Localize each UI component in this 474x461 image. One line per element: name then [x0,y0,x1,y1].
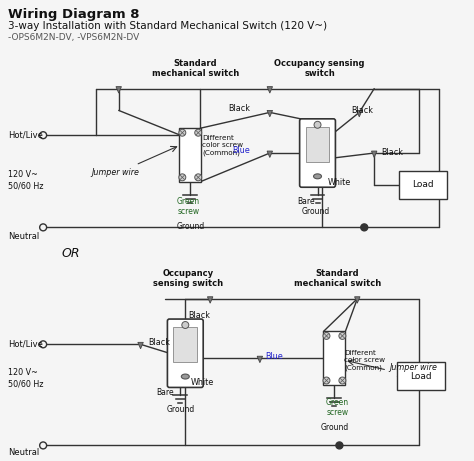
Bar [323,331,346,385]
Polygon shape [355,297,360,303]
Circle shape [336,442,343,449]
Text: Blue: Blue [232,146,250,154]
Text: Standard
mechanical switch: Standard mechanical switch [152,59,239,78]
Circle shape [195,174,202,181]
Bar [179,128,201,182]
Text: White: White [190,378,213,387]
Text: Black: Black [148,338,171,347]
Text: Black: Black [351,106,374,115]
Text: OR: OR [61,247,80,260]
Text: Occupancy
sensing switch: Occupancy sensing switch [153,269,223,289]
Circle shape [40,341,46,348]
Polygon shape [267,111,273,117]
Circle shape [339,332,346,339]
Polygon shape [356,111,362,117]
Polygon shape [138,343,143,349]
Circle shape [179,129,186,136]
Text: 120 V~
50/60 Hz: 120 V~ 50/60 Hz [9,368,44,389]
Circle shape [40,224,46,231]
Text: Blue: Blue [265,352,283,361]
Text: Ground: Ground [176,222,204,231]
Bar [306,127,329,162]
Polygon shape [116,87,121,93]
Circle shape [323,377,330,384]
Text: Load: Load [412,180,434,189]
Bar [173,327,197,362]
Text: Black: Black [228,104,250,113]
Text: Bare: Bare [156,388,173,397]
Text: Standard
mechanical switch: Standard mechanical switch [294,269,381,289]
Polygon shape [267,151,273,158]
Text: Ground: Ground [301,207,329,216]
Circle shape [179,174,186,181]
Circle shape [182,321,189,329]
Text: Bare: Bare [297,197,315,206]
Text: Green
screw: Green screw [326,398,349,417]
FancyBboxPatch shape [300,119,336,187]
Text: 3-way Installation with Standard Mechanical Switch (120 V~): 3-way Installation with Standard Mechani… [9,21,328,31]
Polygon shape [208,297,213,303]
Text: Different
color screw
(Common): Different color screw (Common) [202,135,243,156]
Text: 120 V~
50/60 Hz: 120 V~ 50/60 Hz [9,170,44,191]
Text: Ground: Ground [320,423,348,431]
Polygon shape [372,151,377,158]
Circle shape [314,121,321,128]
Ellipse shape [182,374,189,379]
Circle shape [361,224,368,231]
Text: White: White [328,178,351,187]
Text: -OPS6M2N-DV, -VPS6M2N-DV: -OPS6M2N-DV, -VPS6M2N-DV [9,33,140,42]
Text: Load: Load [410,372,432,380]
Text: Occupancy sensing
switch: Occupancy sensing switch [274,59,365,78]
Text: Black: Black [381,148,403,157]
Circle shape [339,377,346,384]
Text: Neutral: Neutral [9,449,40,457]
Text: Wiring Diagram 8: Wiring Diagram 8 [9,8,140,21]
Text: Jumper wire: Jumper wire [389,363,437,372]
Bar [397,362,445,390]
Text: Hot/Live: Hot/Live [9,340,43,349]
Text: Black: Black [188,311,210,320]
Text: Ground: Ground [166,405,194,414]
Circle shape [323,332,330,339]
Text: Green
screw: Green screw [177,197,200,216]
Ellipse shape [313,174,321,179]
Text: Neutral: Neutral [9,232,40,241]
Text: Jumper wire: Jumper wire [91,168,139,177]
FancyBboxPatch shape [167,319,203,387]
Circle shape [40,132,46,139]
Circle shape [195,129,202,136]
Circle shape [40,442,46,449]
Text: Different
color screw
(Common): Different color screw (Common) [345,350,385,371]
Bar [399,171,447,199]
Text: Hot/Live: Hot/Live [9,131,43,140]
Polygon shape [257,356,263,363]
Polygon shape [267,87,273,93]
